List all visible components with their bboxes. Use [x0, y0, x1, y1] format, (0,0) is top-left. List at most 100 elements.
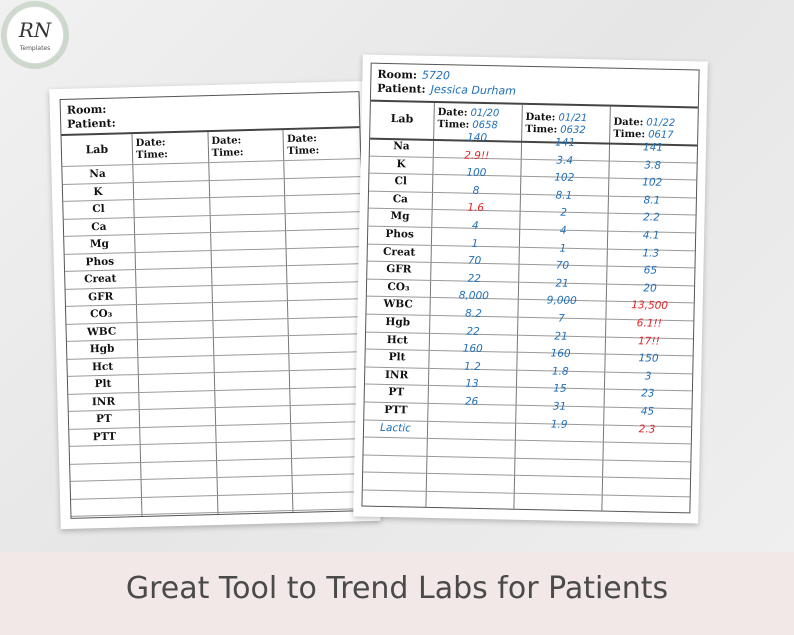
date-time-header: Date: 01/21 Time: 0632 — [521, 108, 610, 138]
date-value: 01/22 — [646, 117, 676, 129]
lab-value: 3.8 — [644, 158, 662, 172]
lab-value: 23 — [641, 387, 655, 401]
lab-name: K — [396, 157, 406, 170]
lab-value: 100 — [466, 166, 487, 180]
lab-value: 1 — [559, 242, 567, 255]
filled-lab-sheet: Room: 5720 Patient: Jessica Durham Date: 01… — [353, 54, 708, 524]
promo-banner: Great Tool to Trend Labs for Patients — [0, 552, 794, 635]
lab-value: 1.8 — [551, 365, 569, 378]
time-label: Time: — [211, 147, 244, 160]
logo-subtext: Templates — [19, 45, 51, 52]
lab-value: 13 — [465, 378, 479, 391]
lab-name: Creat — [383, 245, 416, 259]
lab-value: 8.1 — [643, 194, 661, 207]
lab-value: 15 — [553, 382, 567, 396]
lab-name: CO₃ — [89, 307, 113, 321]
lab-value: 70 — [467, 254, 482, 268]
lab-value: 4 — [559, 224, 567, 237]
lab-value: 8 — [472, 184, 480, 197]
lab-value: 8.1 — [555, 189, 573, 202]
lab-value-flagged: 2.9!! — [464, 149, 490, 162]
lab-value: 3 — [644, 370, 652, 383]
lab-value: 1.9 — [550, 418, 568, 431]
lab-name: GFR — [386, 263, 412, 276]
lab-name: Ca — [91, 220, 107, 233]
lab-name: Phos — [85, 255, 115, 268]
time-label: Time: — [135, 149, 169, 162]
row-rule — [71, 490, 369, 500]
lab-value: 8.2 — [464, 307, 482, 320]
time-value: 0617 — [648, 129, 674, 141]
lab-value: 21 — [555, 277, 569, 290]
lab-name: Na — [89, 167, 106, 181]
lab-value: 22 — [466, 325, 480, 338]
filled-sheet-frame: Room: 5720 Patient: Jessica Durham Date: 01… — [361, 62, 700, 514]
lab-name: Hgb — [385, 315, 411, 329]
patient-label: Patient: — [377, 81, 426, 96]
lab-value: 21 — [554, 330, 568, 343]
lab-value-flagged: 1.6 — [467, 202, 485, 215]
lab-name: Hct — [386, 333, 409, 347]
date-time-header: Date: Time: — [131, 132, 207, 162]
lab-name: PT — [95, 412, 112, 426]
time-value: 0658 — [472, 119, 498, 132]
lab-name: Na — [393, 140, 410, 153]
lab-value: 160 — [462, 342, 483, 356]
lab-name: Plt — [388, 351, 406, 364]
lab-value: 45 — [640, 405, 655, 418]
banner-title: Great Tool to Trend Labs for Patients — [125, 571, 669, 606]
lab-value: 70 — [555, 259, 570, 272]
column-divider — [207, 132, 219, 515]
lab-value-flagged: 6.1!! — [636, 317, 662, 330]
logo-text: RN — [18, 18, 52, 42]
date-value: 01/20 — [470, 107, 500, 120]
lab-name: PTT — [92, 430, 117, 443]
lab-value: 140 — [466, 131, 488, 145]
row-rule — [71, 508, 370, 517]
lab-name: INR — [91, 395, 116, 408]
lab-value-flagged: 13,500 — [631, 299, 669, 313]
lab-value: 160 — [550, 347, 571, 361]
lab-value: 9,000 — [546, 294, 577, 308]
room-label: Room: — [377, 67, 418, 82]
row-rule — [363, 436, 691, 445]
patient-value: Jessica Durham — [430, 82, 517, 98]
lab-name: Mg — [390, 210, 410, 223]
lab-name: K — [93, 185, 103, 198]
lab-value: 26 — [464, 395, 479, 408]
lab-value: 2.2 — [643, 211, 660, 225]
lab-value: 3.4 — [556, 154, 574, 167]
date-time-header: Date: 01/20 Time: 0658 — [433, 103, 522, 133]
date-value: 01/21 — [558, 112, 588, 125]
column-divider — [282, 130, 294, 513]
lab-name: Cl — [92, 202, 105, 216]
lab-value: 1 — [471, 237, 479, 250]
row-rule — [70, 473, 369, 482]
room-value: 5720 — [421, 68, 451, 83]
row-rule — [362, 489, 690, 498]
lab-value: 102 — [642, 176, 663, 189]
lab-name: Cl — [394, 175, 408, 188]
lab-name: Hgb — [89, 342, 115, 356]
row-rule — [363, 454, 691, 463]
lab-name: Hct — [91, 360, 114, 373]
filled-sheet-header: Room: 5720 Patient: Jessica Durham — [370, 63, 699, 109]
lab-value: 22 — [467, 272, 482, 285]
time-value: 0632 — [560, 124, 586, 137]
lab-name: WBC — [86, 325, 117, 338]
lab-value: 2 — [560, 206, 568, 220]
lab-value: 8,000 — [458, 289, 489, 303]
lab-name: PTT — [384, 403, 408, 417]
lab-value: 7 — [557, 312, 565, 325]
lab-value: 20 — [643, 282, 657, 295]
lab-value: 141 — [554, 136, 576, 149]
lab-name: Phos — [385, 227, 414, 241]
lab-value: 150 — [638, 352, 659, 365]
handwritten-lab-name: Lactic — [380, 421, 412, 435]
lab-column-header: Lab — [85, 142, 109, 157]
lab-value: 1.3 — [642, 246, 660, 260]
blank-sheet-frame: Room: Patient: Date: Time: Date: Time: Date:… — [59, 91, 371, 519]
lab-name: GFR — [88, 290, 114, 303]
date-time-header: Date: Time: — [283, 128, 359, 158]
date-time-header: Date: 01/22 Time: 0617 — [609, 113, 698, 143]
